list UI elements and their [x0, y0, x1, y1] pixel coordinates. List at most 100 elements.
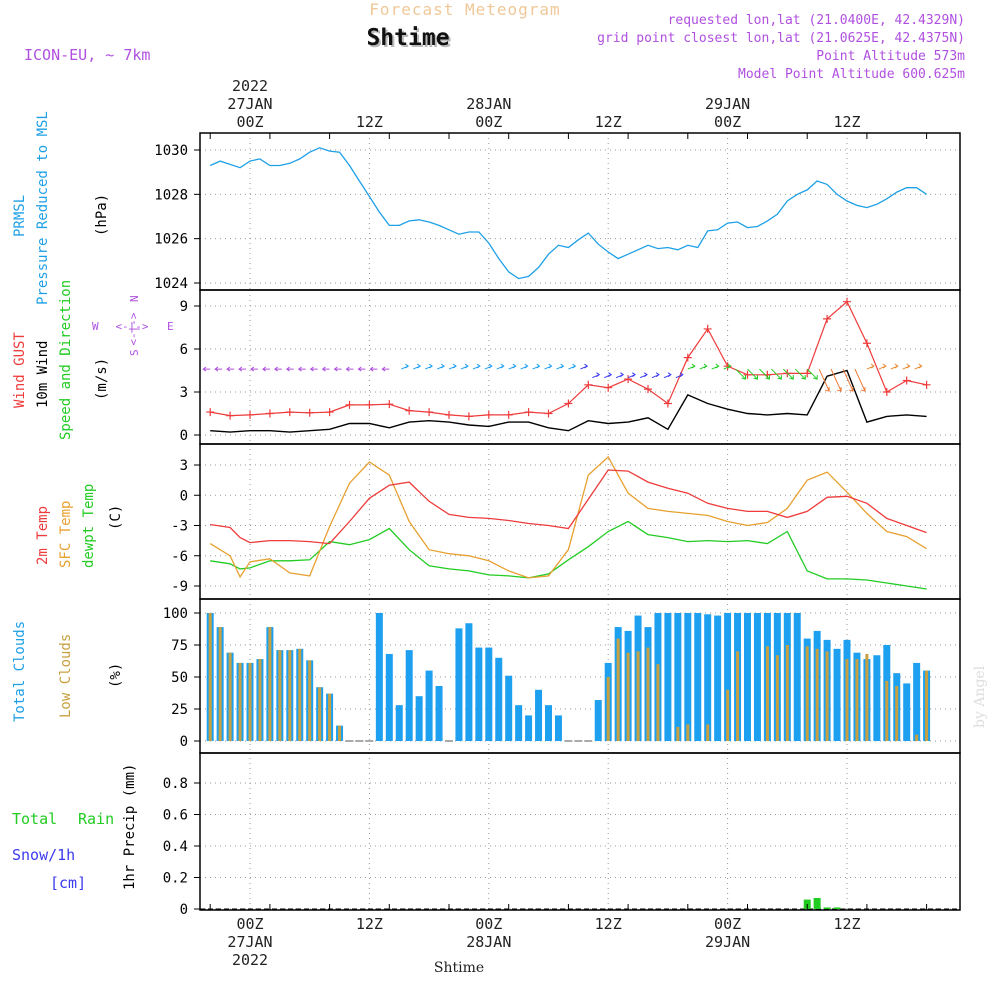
low-cloud-bar — [268, 627, 272, 741]
wind-dir-arrow — [639, 372, 648, 379]
wind-dir-arrow — [651, 372, 660, 379]
gust-marker — [226, 411, 235, 420]
total-cloud-bar — [833, 648, 841, 741]
compass-s: S — [128, 349, 141, 356]
gust-marker — [464, 412, 473, 421]
requested-coords: requested lon,lat (21.0400E, 42.4329N) — [668, 13, 965, 28]
compass-n: N — [128, 295, 141, 302]
low-cloud-bar — [208, 613, 212, 741]
wind-dir-arrow — [711, 363, 720, 370]
pressure-tick-label: 1024 — [154, 276, 188, 292]
wind-dir-arrow — [401, 363, 410, 370]
gust-marker — [305, 408, 314, 417]
time-label-bottom: 00Z — [714, 915, 741, 933]
rain-bar — [833, 907, 841, 909]
wind-dir-arrow — [436, 363, 445, 370]
precip-total-label: Total — [12, 810, 57, 828]
low-cloud-bar — [815, 648, 819, 741]
wind-dir-arrow — [615, 372, 625, 379]
low-cloud-bar — [895, 685, 899, 741]
wind-gust-line — [210, 300, 927, 418]
time-label-bottom: 2022 — [232, 951, 268, 969]
gust-marker — [902, 376, 911, 385]
wind-dir-arrow — [902, 363, 911, 370]
wind-dir-arrow — [273, 366, 282, 372]
gust-marker — [345, 400, 354, 409]
wind-dir-arrow — [202, 366, 211, 372]
time-label-top: 00Z — [714, 113, 741, 131]
low-cloud-bar — [218, 627, 222, 741]
low-cloud-bar — [288, 650, 292, 741]
gust-marker — [285, 408, 294, 417]
gust-marker — [843, 297, 851, 306]
rain-bar — [823, 907, 831, 909]
gust-marker — [743, 370, 752, 379]
wind-dir-arrow — [369, 366, 378, 372]
wind-dir-arrow — [214, 366, 223, 372]
temp-tick-label: 0 — [180, 488, 188, 504]
total-cloud-bar — [873, 655, 881, 741]
pressure-unit: (hPa) — [94, 194, 110, 236]
clouds-tick-label: 75 — [171, 638, 188, 654]
location-name-shadow: Shtime — [368, 27, 451, 53]
wind-dir-arrow — [866, 363, 875, 370]
precip-tick-label: 0 — [180, 902, 188, 918]
precip-cm-label: [cm] — [50, 874, 86, 892]
low-cloud-bar — [616, 638, 620, 741]
low-cloud-bar — [298, 648, 302, 741]
gust-marker — [683, 353, 692, 362]
wind-dir-arrow — [520, 363, 529, 370]
total-cloud-bar — [465, 623, 473, 741]
wind-dir-arrow — [460, 363, 469, 370]
wind-dir-arrow — [412, 363, 422, 370]
time-label-bottom: 28JAN — [466, 933, 511, 951]
wind-dir-arrow — [771, 368, 782, 380]
wind-dir-arrow — [687, 363, 696, 370]
low-cloud-bar — [775, 655, 779, 741]
wind-panel-frame — [199, 289, 961, 445]
low-cloud-bar — [865, 653, 869, 741]
pressure-line — [209, 147, 927, 280]
wind-dir-arrow — [321, 366, 330, 372]
gridpoint-coords: grid point closest lon,lat (21.0625E, 42… — [597, 31, 965, 46]
total-cloud-bar — [714, 615, 722, 741]
time-label-top: 12Z — [356, 113, 383, 131]
low-cloud-bar — [915, 734, 919, 741]
wind-dir-arrow — [345, 366, 354, 372]
temp-2m-line — [210, 469, 927, 545]
wind-dir-arrow — [806, 368, 818, 380]
total-cloud-bar — [594, 700, 602, 741]
wind-dir-arrow — [250, 366, 258, 372]
gust-marker — [365, 400, 374, 409]
total-cloud-bar — [744, 613, 751, 741]
compass-w: W — [92, 320, 99, 333]
pressure-label-msl: Pressure Reduced to MSL — [35, 111, 51, 305]
gust-marker — [484, 410, 493, 419]
wind-dir-arrow — [878, 363, 887, 370]
wind-dir-arrow — [532, 363, 541, 370]
wind-dir-arrow — [226, 366, 235, 372]
clouds-tick-label: 100 — [163, 606, 188, 622]
time-label-top: 00Z — [475, 113, 502, 131]
time-label-top: 28JAN — [466, 95, 511, 113]
gust-marker — [862, 339, 871, 348]
temp-unit: (C) — [108, 505, 124, 530]
wind-tick-label: 9 — [180, 299, 188, 315]
total-cloud-bar — [495, 657, 503, 741]
time-label-bottom: 29JAN — [705, 933, 750, 951]
pressure-tick-label: 1028 — [154, 187, 188, 203]
gust-marker — [604, 383, 613, 392]
total-cloud-bar — [455, 628, 463, 741]
wind-dir-arrow — [842, 368, 854, 392]
low-cloud-bar — [338, 725, 342, 741]
time-label-top: 12Z — [833, 113, 860, 131]
wind-dir-arrow — [285, 366, 294, 372]
temp-tick-label: -3 — [171, 519, 188, 535]
low-cloud-bar — [228, 652, 232, 741]
wind-compass: N S W E <-|-> <-|-> — [92, 295, 174, 356]
gust-marker — [385, 400, 394, 409]
time-label-top: 2022 — [232, 77, 268, 95]
low-cloud-bar — [855, 659, 859, 741]
rain-bar — [813, 897, 821, 909]
